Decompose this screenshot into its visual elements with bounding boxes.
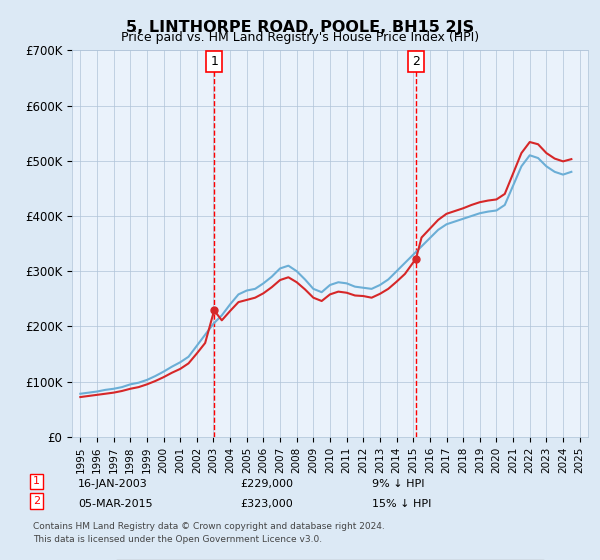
Text: 05-MAR-2015: 05-MAR-2015 (78, 499, 152, 509)
Text: Price paid vs. HM Land Registry's House Price Index (HPI): Price paid vs. HM Land Registry's House … (121, 31, 479, 44)
Text: £323,000: £323,000 (240, 499, 293, 509)
Text: 15% ↓ HPI: 15% ↓ HPI (372, 499, 431, 509)
Text: 2: 2 (33, 496, 40, 506)
Text: 5, LINTHORPE ROAD, POOLE, BH15 2JS: 5, LINTHORPE ROAD, POOLE, BH15 2JS (126, 20, 474, 35)
Text: 9% ↓ HPI: 9% ↓ HPI (372, 479, 425, 489)
Text: 1: 1 (33, 477, 40, 487)
Text: 1: 1 (210, 55, 218, 68)
Text: £229,000: £229,000 (240, 479, 293, 489)
Text: 16-JAN-2003: 16-JAN-2003 (78, 479, 148, 489)
Text: Contains HM Land Registry data © Crown copyright and database right 2024.: Contains HM Land Registry data © Crown c… (33, 522, 385, 531)
Text: This data is licensed under the Open Government Licence v3.0.: This data is licensed under the Open Gov… (33, 535, 322, 544)
Text: 2: 2 (412, 55, 420, 68)
